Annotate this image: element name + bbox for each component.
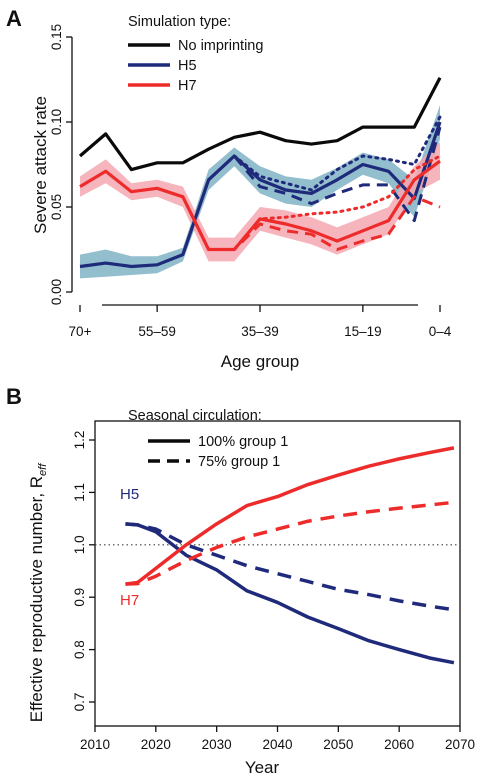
series-line-h5 [79, 121, 442, 269]
panel-b-ylabel: Effective reproductive number, Reff [27, 463, 49, 722]
panel-a-legend: Simulation type: No imprinting H5 H7 [128, 14, 263, 94]
y-tick-label: 0.05 [49, 194, 64, 220]
x-tick-label: 15–19 [344, 324, 382, 339]
series-line-no-imprinting [78, 77, 442, 172]
legend-label-no-imprinting: No imprinting [178, 38, 263, 54]
panel-a-x-ticks: 70+ 55–59 35–39 15–19 0–4 [69, 305, 452, 339]
y-tick-label: 1.1 [72, 483, 87, 502]
y-tick-label: 0.00 [49, 279, 64, 305]
series-line-b-h5-dashed [125, 522, 455, 612]
panel-a: A Severe attack rate Age group 0.000.050… [6, 6, 452, 371]
legend-label-h5: H5 [178, 58, 197, 74]
legend-label-75: 75% group 1 [198, 454, 280, 470]
y-tick-label: 0.7 [72, 693, 87, 712]
y-tick-label: 0.8 [72, 640, 87, 659]
panel-b-letter: B [6, 384, 22, 409]
panel-a-legend-title: Simulation type: [128, 14, 231, 30]
x-tick-label: 2060 [384, 737, 414, 752]
series-line-h7-dashed [208, 195, 441, 251]
panel-b-x-ticks: 2010 2020 2030 2040 2050 2060 2070 [80, 726, 475, 752]
band-h5 [80, 105, 440, 279]
band-h7 [80, 142, 440, 262]
y-tick-label: 1.2 [72, 431, 87, 450]
panel-a-lines [78, 77, 442, 269]
x-tick-label: 2010 [80, 737, 110, 752]
panel-a-bands [80, 105, 440, 279]
panel-b-y-ticks: 0.7 0.8 0.9 1.0 1.1 1.2 [72, 431, 95, 712]
panel-a-ylabel: Severe attack rate [31, 96, 50, 234]
panel-b-xlabel: Year [245, 758, 280, 777]
panel-b-legend: Seasonal circulation: 100% group 1 75% g… [128, 408, 288, 470]
legend-label-100: 100% group 1 [198, 434, 288, 450]
panel-a-letter: A [6, 6, 22, 31]
panel-b-ylabel-main: Effective reproductive number, R [27, 476, 46, 722]
x-tick-label: 0–4 [429, 324, 452, 339]
series-line-b-h5 [125, 522, 455, 665]
series-line-h5-dotted [207, 115, 442, 192]
panel-b-legend-title: Seasonal circulation: [128, 408, 262, 424]
panel-b-ylabel-sub: eff [37, 463, 49, 476]
series-line-b-h7-dashed [125, 500, 455, 586]
x-tick-label: 2030 [202, 737, 232, 752]
x-tick-label: 2070 [445, 737, 475, 752]
series-label-h7: H7 [120, 592, 139, 609]
panel-a-xlabel: Age group [221, 352, 299, 371]
y-tick-label: 0.9 [72, 588, 87, 607]
x-tick-label: 70+ [69, 324, 92, 339]
series-line-h7-dotted [207, 154, 442, 251]
panel-b: B Effective reproductive number, Reff Ye… [6, 384, 475, 777]
x-tick-label: 2050 [323, 737, 353, 752]
series-line-h5-dashed [207, 126, 442, 223]
x-tick-label: 2040 [262, 737, 292, 752]
y-tick-label: 1.0 [72, 535, 87, 554]
y-tick-label: 0.15 [49, 24, 64, 50]
y-tick-label: 0.10 [49, 109, 64, 135]
legend-label-h7: H7 [178, 78, 197, 94]
x-tick-label: 2020 [141, 737, 171, 752]
x-tick-label: 55–59 [138, 324, 176, 339]
panel-b-lines [125, 446, 455, 665]
x-tick-label: 35–39 [241, 324, 279, 339]
panel-a-y-ticks: 0.00 0.05 0.10 0.15 [49, 24, 72, 305]
series-line-b-h7 [125, 446, 455, 586]
series-label-h5: H5 [120, 486, 139, 503]
